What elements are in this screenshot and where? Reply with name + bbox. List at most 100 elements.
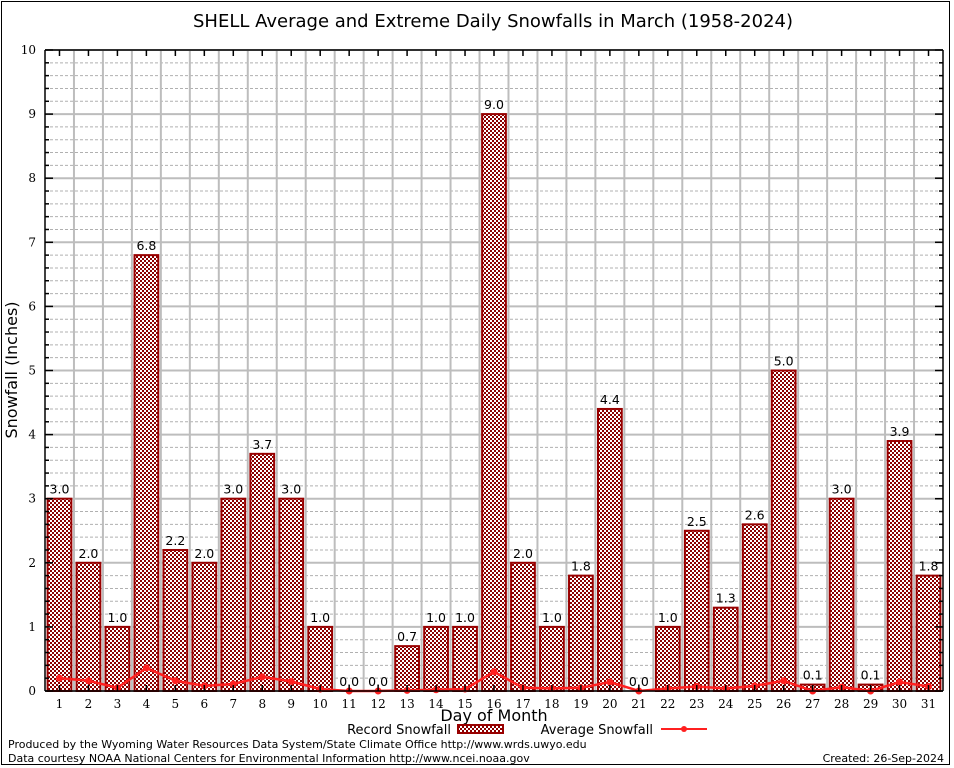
y-tick-label: 4: [28, 428, 36, 442]
bar-value-label: 2.5: [687, 514, 707, 529]
record-bar: [683, 529, 710, 692]
bar-value-label: 0.0: [339, 674, 359, 689]
record-bar: [539, 625, 565, 693]
y-tick-label: 0: [28, 684, 36, 698]
record-bar: [307, 625, 334, 693]
x-tick-label: 3: [114, 697, 122, 711]
record-bar: [75, 561, 102, 692]
x-tick-label: 11: [342, 697, 357, 711]
bar-value-label: 5.0: [774, 354, 794, 369]
x-tick-label: 20: [602, 697, 617, 711]
record-bar: [452, 625, 478, 693]
y-tick-label: 1: [28, 620, 36, 634]
bar-value-label: 3.7: [252, 437, 272, 452]
record-bar: [249, 452, 276, 692]
y-tick-label: 3: [28, 492, 36, 506]
bar-value-label: 9.0: [484, 97, 504, 112]
average-point: [142, 664, 150, 672]
y-tick-label: 2: [28, 556, 36, 570]
y-tick-label: 6: [28, 299, 36, 313]
bar-value-label: 2.0: [194, 546, 214, 561]
chart-title: SHELL Average and Extreme Daily Snowfall…: [193, 11, 793, 32]
record-bar: [278, 497, 305, 693]
bar-value-label: 1.8: [571, 559, 591, 574]
x-tick-label: 10: [313, 697, 328, 711]
record-bar: [828, 497, 855, 693]
x-tick-label: 7: [229, 697, 237, 711]
legend-record-swatch: [457, 724, 504, 734]
bar-value-label: 1.0: [107, 610, 127, 625]
record-bar: [741, 523, 768, 693]
bars: [46, 113, 942, 693]
record-bar: [220, 497, 247, 693]
average-point: [84, 677, 92, 685]
x-tick-label: 15: [457, 697, 472, 711]
x-tick-label: 25: [747, 697, 762, 711]
bar-value-label: 0.0: [629, 674, 649, 689]
bar-value-label: 1.8: [919, 559, 939, 574]
x-tick-label: 16: [486, 697, 501, 711]
bar-value-label: 3.0: [832, 482, 852, 497]
average-point: [171, 677, 179, 685]
record-bar: [394, 645, 420, 693]
bar-value-label: 1.0: [455, 610, 475, 625]
footer-created: Created: 26-Sep-2024: [822, 752, 944, 765]
data-labels: 3.0 2.0 1.0 6.8 2.2 2.0 3.0 3.7 3.0 1.0 0.0 0.0 0.7 1…: [50, 97, 939, 689]
y-tick-label: 5: [28, 364, 36, 378]
x-tick-label: 6: [201, 697, 209, 711]
x-tick-label: 1: [56, 697, 64, 711]
record-bar: [191, 561, 218, 692]
bar-value-label: 2.0: [79, 546, 99, 561]
x-tick-label: 24: [718, 697, 734, 711]
x-tick-label: 31: [921, 697, 936, 711]
x-axis-label: Day of Month: [440, 706, 547, 725]
x-tick-label: 14: [428, 697, 444, 711]
average-point: [780, 677, 788, 685]
record-bar: [568, 574, 594, 692]
legend-record-label: Record Snowfall: [347, 723, 451, 738]
bar-value-label: 0.1: [803, 668, 823, 683]
bar-value-label: 0.0: [368, 674, 388, 689]
bar-value-label: 3.0: [50, 482, 70, 497]
x-tick-label: 12: [370, 697, 385, 711]
x-tick-label: 2: [85, 697, 93, 711]
average-point: [55, 674, 63, 682]
record-bar: [596, 407, 623, 692]
record-bar: [886, 440, 913, 693]
x-tick-label: 21: [631, 697, 646, 711]
x-tick-label: 13: [399, 697, 414, 711]
average-point: [258, 673, 266, 681]
x-tick-label: 28: [834, 697, 849, 711]
y-axis-label: Snowfall (Inches): [2, 301, 21, 438]
bar-value-label: 1.0: [658, 610, 678, 625]
bar-value-label: 0.1: [861, 668, 881, 683]
legend: Record Snowfall Average Snowfall: [347, 723, 707, 738]
average-point: [606, 678, 614, 686]
x-tick-label: 19: [573, 697, 588, 711]
legend-average-marker: [681, 726, 687, 732]
bar-value-label: 1.0: [426, 610, 446, 625]
bar-value-label: 3.0: [223, 482, 243, 497]
bar-value-label: 4.4: [600, 392, 620, 407]
bar-value-label: 1.0: [542, 610, 562, 625]
average-point: [229, 680, 237, 688]
record-bar: [423, 625, 449, 693]
y-tick-label: 9: [28, 107, 36, 121]
x-tick-label: 22: [660, 697, 675, 711]
x-tick-label: 29: [863, 697, 878, 711]
legend-average-label: Average Snowfall: [541, 723, 653, 738]
record-bar: [770, 369, 797, 692]
footer-data-courtesy: Data courtesy NOAA National Centers for …: [8, 752, 530, 765]
bar-value-label: 1.3: [716, 591, 736, 606]
x-tick-label: 9: [287, 697, 295, 711]
bar-value-label: 6.8: [136, 238, 156, 253]
x-tick-label: 8: [258, 697, 266, 711]
x-tick-label: 17: [515, 697, 530, 711]
record-bar: [162, 548, 189, 692]
record-bar: [712, 606, 739, 692]
x-tick-label: 23: [689, 697, 704, 711]
y-tick-label: 10: [21, 43, 36, 57]
x-tick-label: 5: [172, 697, 180, 711]
